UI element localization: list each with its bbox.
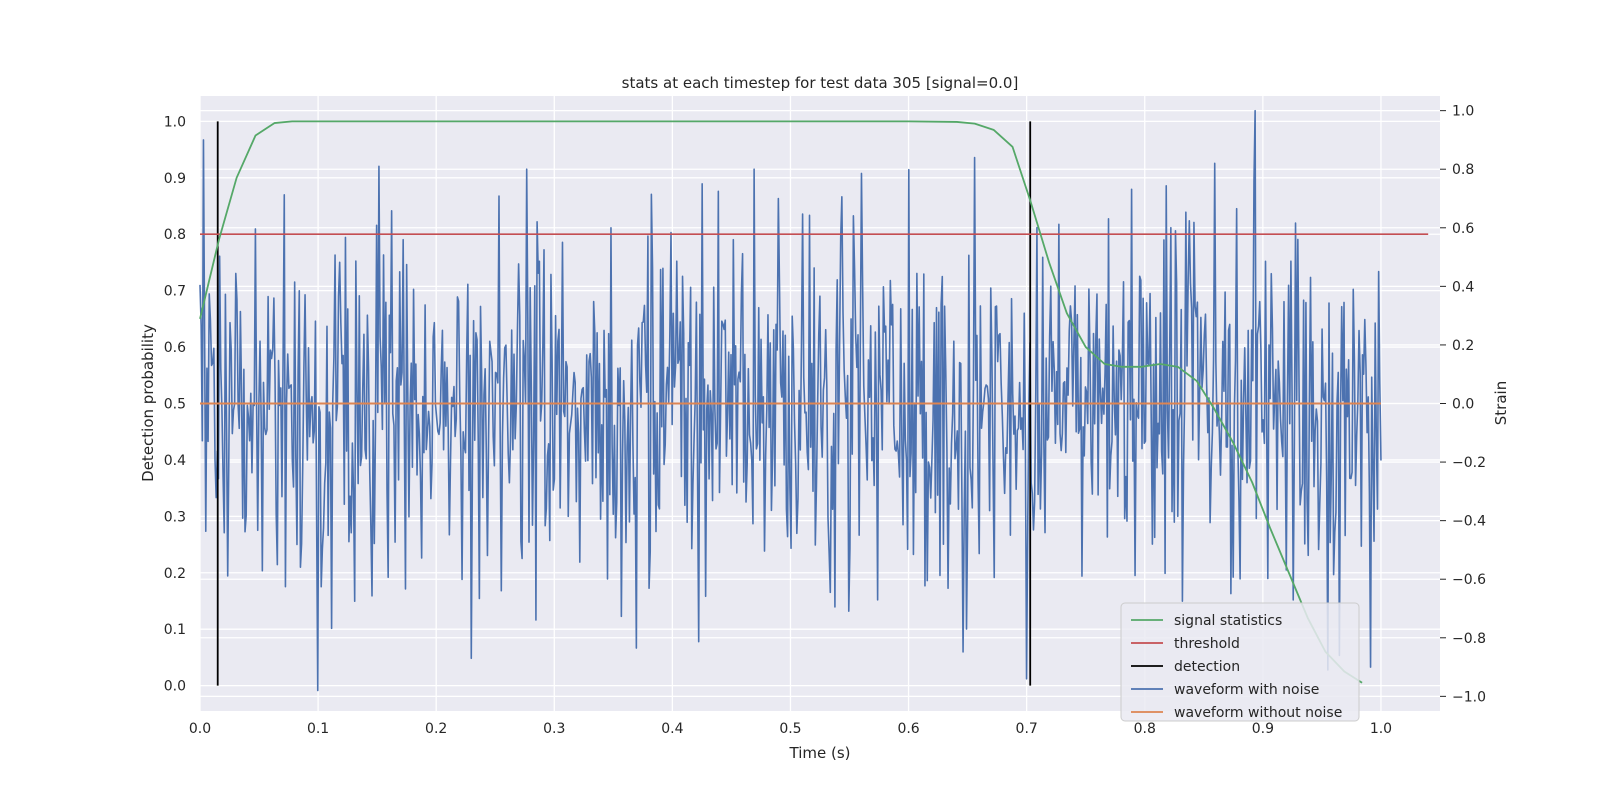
x-tick-label: 0.3 [543,721,565,737]
y2-tick-label: 0.6 [1452,221,1474,237]
legend: signal statistics threshold detection wavef… [1120,602,1360,722]
y-tick-label: 0.2 [164,566,186,582]
x-tick-label: 0.2 [425,721,447,737]
y-tick-label: 0.0 [164,679,186,695]
x-tick-label: 1.0 [1370,721,1392,737]
y2-tick-label: 0.4 [1452,279,1474,295]
chart-title: stats at each timestep for test data 305… [622,74,1019,92]
y2-tick-label: 1.0 [1452,104,1474,120]
x-tick-label: 0.0 [189,721,211,737]
series-waveform-with-noise [199,109,1382,692]
y-tick-label: 0.8 [164,227,186,243]
series-layer [199,109,1429,692]
y-axis-label: Detection probability [139,324,157,482]
y2-tick-label: 0.8 [1452,162,1474,178]
y2-tick-label: −0.6 [1452,572,1486,588]
y2-tick-label: 0.2 [1452,338,1474,354]
y-tick-label: 0.6 [164,340,186,356]
y2-tick-label: 0.0 [1452,397,1474,413]
y2-tick-label: −1.0 [1452,689,1486,705]
y2-tick-label: −0.4 [1452,514,1486,530]
series-signal-statistics [199,120,1363,684]
y-tick-label: 0.7 [164,284,186,300]
legend-box [1120,602,1360,722]
legend-entry: detection [1174,659,1240,675]
x-tick-label: 0.9 [1252,721,1274,737]
y-tick-label: 1.0 [164,114,186,130]
y2-tick-label: −0.2 [1452,455,1486,471]
legend-entry: signal statistics [1174,613,1282,629]
x-tick-label: 0.8 [1134,721,1156,737]
legend-entry: waveform without noise [1174,705,1342,721]
x-tick-label: 0.1 [307,721,329,737]
y-tick-label: 0.4 [164,453,186,469]
y2-axis-label: Strain [1492,381,1510,425]
y-tick-label: 0.9 [164,171,186,187]
legend-entry: threshold [1174,636,1240,652]
x-tick-label: 0.5 [779,721,801,737]
x-tick-label: 0.6 [897,721,919,737]
x-tick-label: 0.7 [1016,721,1038,737]
y-tick-label: 0.1 [164,622,186,638]
legend-entry: waveform with noise [1174,682,1319,698]
y-tick-label: 0.3 [164,509,186,525]
x-tick-label: 0.4 [661,721,683,737]
y2-tick-label: −0.8 [1452,631,1486,647]
y-axis-right: −1.0 −0.8 −0.6 −0.4 −0.2 0.0 0.2 0.4 0.6 0.8 1.0 [1440,104,1486,705]
x-axis-label: Time (s) [789,744,851,762]
y-tick-label: 0.5 [164,397,186,413]
y-axis-left: 0.0 0.1 0.2 0.3 0.4 0.5 0.6 0.7 0.8 0.9 1.0 [164,114,186,694]
x-axis: 0.0 0.1 0.2 0.3 0.4 0.5 0.6 0.7 0.8 0.9 1.0 [189,721,1392,737]
